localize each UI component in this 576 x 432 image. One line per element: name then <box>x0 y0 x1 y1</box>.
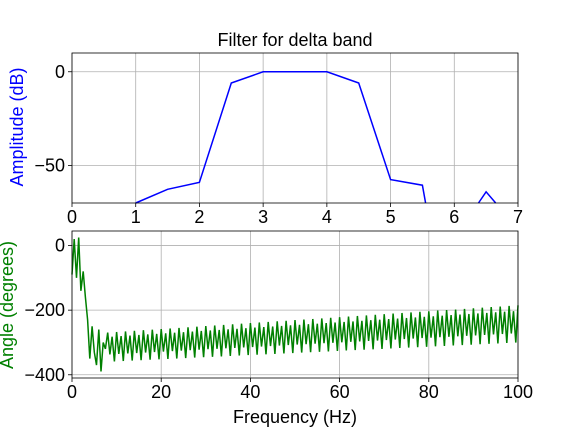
amplitude-y-axis-label: Amplitude (dB) <box>7 67 27 186</box>
amplitude-x-tick-label-0: 0 <box>67 207 77 227</box>
amplitude-series-line-segment-2 <box>477 190 497 204</box>
amplitude-axes: Filter for delta band 0 1 2 3 4 5 6 7 0 −50 Ampli… <box>7 30 523 227</box>
phase-y-tick-label-0: 0 <box>55 236 65 256</box>
amplitude-grid <box>71 53 519 203</box>
amplitude-ticks: 0 1 2 3 4 5 6 7 0 −50 <box>34 62 523 227</box>
phase-x-tick-label-60: 60 <box>330 382 350 402</box>
phase-x-tick-label-40: 40 <box>240 382 260 402</box>
amplitude-x-tick-label-2: 2 <box>194 207 204 227</box>
phase-x-tick-label-0: 0 <box>67 382 77 402</box>
phase-series-line <box>71 237 519 372</box>
phase-y-axis-label: Angle (degrees) <box>0 241 17 369</box>
phase-y-tick-label--200: −200 <box>24 300 65 320</box>
amplitude-x-tick-label-7: 7 <box>513 207 523 227</box>
amplitude-x-tick-label-1: 1 <box>131 207 141 227</box>
phase-axes: 0 20 40 60 80 100 0 −200 −400 Angle (degrees) Fr… <box>0 230 533 427</box>
phase-axes-frame <box>71 230 519 379</box>
amplitude-y-tick-label--50: −50 <box>34 156 65 176</box>
phase-x-tick-label-80: 80 <box>419 382 439 402</box>
amplitude-x-tick-label-4: 4 <box>322 207 332 227</box>
amplitude-y-tick-label-0: 0 <box>55 62 65 82</box>
amplitude-x-tick-label-6: 6 <box>449 207 459 227</box>
amplitude-series-line <box>135 71 427 204</box>
phase-x-tick-label-20: 20 <box>151 382 171 402</box>
amplitude-axes-frame <box>71 52 519 204</box>
phase-x-axis-label: Frequency (Hz) <box>233 407 357 427</box>
amplitude-x-tick-label-3: 3 <box>258 207 268 227</box>
phase-x-tick-label-100: 100 <box>503 382 533 402</box>
phase-grid <box>71 231 519 378</box>
amplitude-x-tick-label-5: 5 <box>386 207 396 227</box>
phase-y-tick-label--400: −400 <box>24 365 65 385</box>
chart-title: Filter for delta band <box>217 30 372 50</box>
phase-ticks: 0 20 40 60 80 100 0 −200 −400 <box>24 236 533 402</box>
